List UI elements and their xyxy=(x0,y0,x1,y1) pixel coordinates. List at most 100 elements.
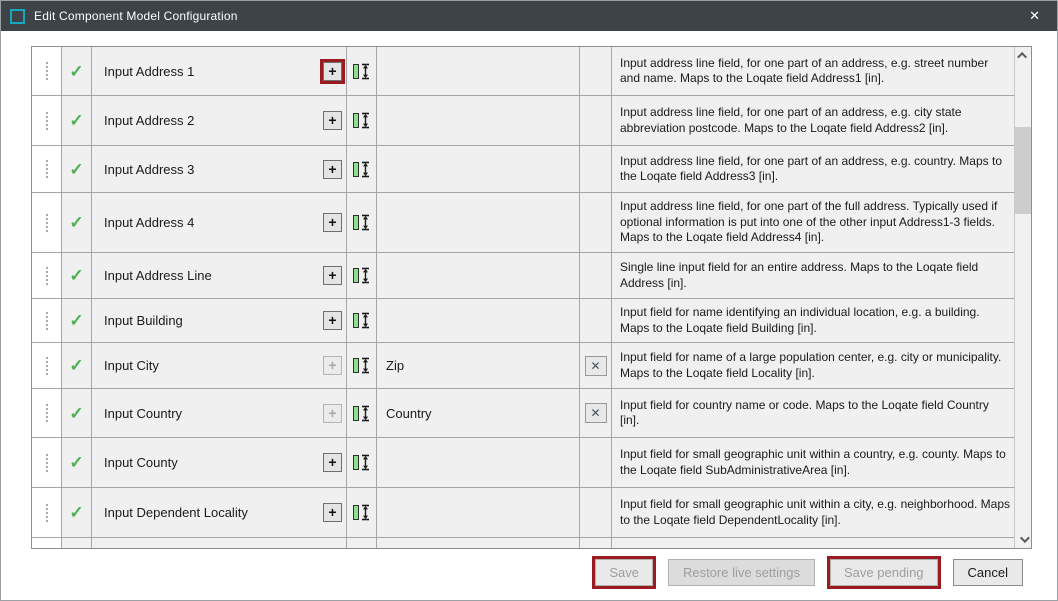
drag-handle[interactable] xyxy=(32,96,62,145)
mapped-value-cell[interactable] xyxy=(377,253,580,298)
mapped-value-cell[interactable] xyxy=(377,193,580,252)
checkmark-icon: ✓ xyxy=(69,403,84,423)
enabled-cell[interactable]: ✓ xyxy=(62,193,92,252)
enabled-cell[interactable]: ✓ xyxy=(62,488,92,537)
mapped-value-cell[interactable] xyxy=(377,438,580,487)
scroll-down-button[interactable] xyxy=(1015,531,1031,548)
save-button[interactable]: Save xyxy=(592,556,656,589)
drag-dots-icon xyxy=(45,503,48,522)
enabled-cell[interactable]: ✓ xyxy=(62,389,92,437)
fit-height-cell[interactable] xyxy=(347,47,377,95)
close-icon[interactable]: ✕ xyxy=(1029,8,1040,23)
cancel-button[interactable]: Cancel xyxy=(952,559,1023,586)
add-mapping-button[interactable]: + xyxy=(323,453,342,472)
fit-height-cell[interactable] xyxy=(347,538,377,548)
description-cell: Input address line field, for one part o… xyxy=(612,47,1014,95)
mapped-value-cell[interactable] xyxy=(377,146,580,192)
drag-handle[interactable] xyxy=(32,389,62,437)
clear-mapping-button[interactable]: ✕ xyxy=(584,403,607,423)
drag-handle[interactable] xyxy=(32,538,62,548)
fit-height-icon xyxy=(352,312,372,329)
enabled-cell[interactable]: ✓ xyxy=(62,438,92,487)
scrollbar-thumb[interactable] xyxy=(1015,127,1031,214)
field-name-label: Input Address 4 xyxy=(104,215,195,230)
checkmark-icon: ✓ xyxy=(69,159,84,179)
field-name-cell: Input Address Line + xyxy=(92,253,347,298)
drag-dots-icon xyxy=(45,213,48,232)
field-name-label: Input Country xyxy=(104,405,183,421)
footer-buttons: Save Restore live settings Save pending … xyxy=(592,556,1023,589)
description-text: Input address line field, for one part o… xyxy=(620,153,1002,184)
fit-height-icon xyxy=(352,112,372,129)
drag-handle[interactable] xyxy=(32,343,62,388)
fit-height-cell[interactable] xyxy=(347,253,377,298)
mapped-value-cell[interactable] xyxy=(377,47,580,95)
add-mapping-button[interactable]: + xyxy=(323,356,342,375)
vertical-scrollbar[interactable] xyxy=(1014,47,1031,548)
description-cell: Input field for name of a large populati… xyxy=(612,343,1014,388)
table-row: ✓ Input Dependent Locality + xyxy=(32,488,1014,538)
add-mapping-button[interactable]: + xyxy=(323,159,342,179)
fit-height-cell[interactable] xyxy=(347,193,377,252)
clear-cell: ✕ xyxy=(580,299,612,342)
fit-height-cell[interactable] xyxy=(347,96,377,145)
fit-height-cell[interactable] xyxy=(347,299,377,342)
description-cell: Input field for small geographic unit wi… xyxy=(612,438,1014,487)
chevron-down-icon xyxy=(1019,533,1030,544)
app-icon xyxy=(10,8,25,24)
clear-cell: ✕ xyxy=(580,96,612,145)
add-mapping-button[interactable]: + xyxy=(323,311,342,330)
field-name-label: Input Address Line xyxy=(104,268,212,283)
table-row: ✓ Input Address 4 + xyxy=(32,193,1014,253)
chevron-up-icon xyxy=(1016,51,1027,62)
add-mapping-button[interactable]: + xyxy=(323,403,342,423)
mapped-value-cell[interactable] xyxy=(377,299,580,342)
drag-handle[interactable] xyxy=(32,299,62,342)
drag-handle[interactable] xyxy=(32,253,62,298)
save-pending-button[interactable]: Save pending xyxy=(827,556,941,589)
mapped-value-cell[interactable]: Country xyxy=(377,389,580,437)
fit-height-cell[interactable] xyxy=(347,438,377,487)
drag-handle[interactable] xyxy=(32,146,62,192)
checkmark-icon: ✓ xyxy=(69,503,84,522)
enabled-cell[interactable]: ✓ xyxy=(62,146,92,192)
drag-handle[interactable] xyxy=(32,47,62,95)
clear-mapping-button[interactable]: ✕ xyxy=(584,355,607,376)
add-button-highlight: + xyxy=(320,108,345,133)
drag-handle[interactable] xyxy=(32,438,62,487)
description-cell: Input field for name identifying an indi… xyxy=(612,299,1014,342)
enabled-cell[interactable]: ✓ xyxy=(62,96,92,145)
field-name-cell: Input County + xyxy=(92,438,347,487)
clear-cell: ✕ xyxy=(580,488,612,537)
drag-dots-icon xyxy=(45,266,48,285)
scroll-up-button[interactable] xyxy=(1015,47,1031,64)
enabled-cell[interactable]: ✓ xyxy=(62,47,92,95)
table-row: ✓ Input Address 2 + xyxy=(32,96,1014,146)
drag-handle[interactable] xyxy=(32,193,62,252)
mapped-value-cell[interactable]: Zip xyxy=(377,343,580,388)
description-text: Input address line field, for one part o… xyxy=(620,105,962,135)
fit-height-cell[interactable] xyxy=(347,488,377,537)
drag-handle[interactable] xyxy=(32,488,62,537)
enabled-cell[interactable]: ✓ xyxy=(62,299,92,342)
enabled-cell[interactable]: ✓ xyxy=(62,253,92,298)
enabled-cell[interactable]: ✓ xyxy=(62,343,92,388)
fit-height-cell[interactable] xyxy=(347,343,377,388)
add-mapping-button[interactable]: + xyxy=(323,503,342,522)
fit-height-icon xyxy=(352,454,372,471)
mapped-value-cell[interactable] xyxy=(377,96,580,145)
description-text: Input field for name identifying an indi… xyxy=(620,305,980,335)
description-cell: Input address line field, for one part o… xyxy=(612,146,1014,192)
enabled-cell[interactable]: ✓ xyxy=(62,538,92,548)
mapped-value-cell[interactable] xyxy=(377,488,580,537)
mapped-value-cell[interactable] xyxy=(377,538,580,548)
field-name-label: Input Address 2 xyxy=(104,113,195,128)
add-mapping-button[interactable]: + xyxy=(323,213,342,232)
add-mapping-button[interactable]: + xyxy=(323,61,342,81)
add-mapping-button[interactable]: + xyxy=(323,111,342,130)
fit-height-cell[interactable] xyxy=(347,146,377,192)
drag-dots-icon xyxy=(45,356,48,375)
restore-live-settings-button[interactable]: Restore live settings xyxy=(667,559,816,586)
add-mapping-button[interactable]: + xyxy=(323,266,342,285)
fit-height-cell[interactable] xyxy=(347,389,377,437)
